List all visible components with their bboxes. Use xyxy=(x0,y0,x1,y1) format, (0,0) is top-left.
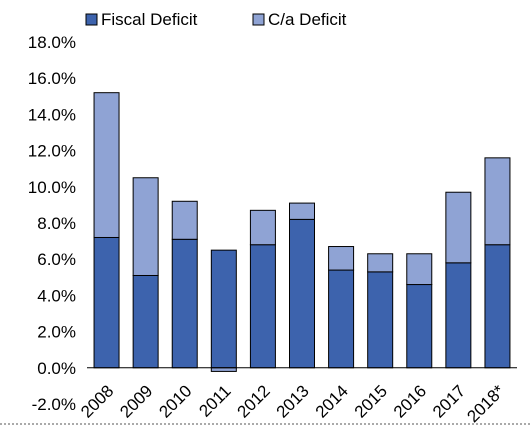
x-tick-label: 2008 xyxy=(77,381,117,421)
bar-fiscal-deficit xyxy=(93,236,120,369)
bar-fiscal-deficit xyxy=(249,244,276,369)
x-tick-label: 2016 xyxy=(390,381,430,421)
x-tick-label: 2011 xyxy=(195,381,234,420)
legend-swatch xyxy=(252,13,265,26)
x-tick-label: 2012 xyxy=(234,381,274,421)
bar-ca-deficit xyxy=(249,209,276,246)
bar-fiscal-deficit xyxy=(328,269,355,369)
bar-ca-deficit xyxy=(132,177,159,276)
y-tick-label: 16.0% xyxy=(28,69,76,88)
y-tick-label: 18.0% xyxy=(28,33,76,52)
bar-fiscal-deficit xyxy=(210,249,237,369)
legend-label: Fiscal Deficit xyxy=(101,10,198,29)
y-tick-label: 6.0% xyxy=(37,250,76,269)
bar-fiscal-deficit xyxy=(289,218,315,369)
bar-ca-deficit xyxy=(406,253,433,286)
y-tick-label: 10.0% xyxy=(28,178,76,197)
bar-ca-deficit xyxy=(210,367,237,372)
x-tick-label: 2014 xyxy=(312,381,352,421)
y-tick-label: 4.0% xyxy=(37,286,76,305)
y-tick-label: -2.0% xyxy=(32,395,76,414)
bar-ca-deficit xyxy=(367,253,394,273)
x-tick-label: 2009 xyxy=(116,381,156,421)
x-tick-label: 2017 xyxy=(429,381,469,421)
bar-ca-deficit xyxy=(445,191,472,264)
y-tick-label: 8.0% xyxy=(37,214,76,233)
bar-ca-deficit xyxy=(328,246,355,271)
x-tick-label: 2013 xyxy=(273,381,313,421)
bar-fiscal-deficit xyxy=(132,274,159,369)
legend-swatch xyxy=(85,13,98,26)
y-tick-label: 14.0% xyxy=(28,105,76,124)
bars-group xyxy=(87,92,517,372)
bar-fiscal-deficit xyxy=(367,271,394,369)
y-axis: -2.0% 0.0% 2.0% 4.0% 6.0% 8.0% 10.0% 12.0% 14.0%… xyxy=(28,33,76,414)
x-tick-label: 2018* xyxy=(463,381,508,426)
bar-fiscal-deficit xyxy=(445,262,472,369)
chart-legend: Fiscal Deficit C/a Deficit xyxy=(85,10,347,29)
legend-label: C/a Deficit xyxy=(268,10,347,29)
bar-fiscal-deficit xyxy=(406,284,433,369)
y-tick-label: 12.0% xyxy=(28,142,76,161)
y-tick-label: 2.0% xyxy=(37,323,76,342)
x-tick-label: 2015 xyxy=(351,381,391,421)
bar-fiscal-deficit xyxy=(171,238,198,369)
bar-ca-deficit xyxy=(289,202,315,220)
x-tick-label: 2010 xyxy=(155,381,195,421)
y-tick-label: 0.0% xyxy=(37,359,76,378)
bar-ca-deficit xyxy=(171,200,198,240)
bar-fiscal-deficit xyxy=(484,244,511,369)
bar-ca-deficit xyxy=(484,157,511,246)
bar-ca-deficit xyxy=(93,92,120,238)
